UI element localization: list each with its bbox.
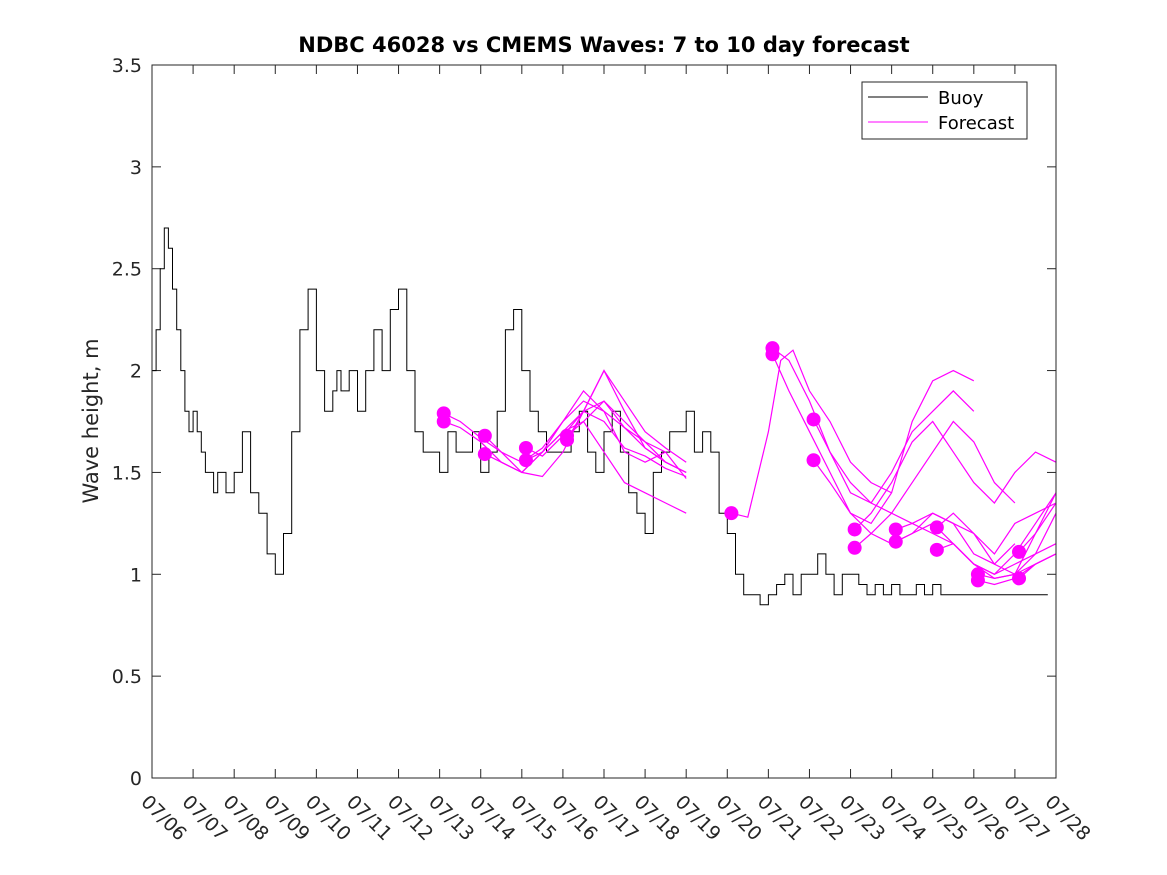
forecast-start-point xyxy=(1012,571,1027,586)
forecast-start-point xyxy=(970,573,985,588)
y-tick-label: 0.5 xyxy=(112,666,142,688)
forecast-start-point xyxy=(888,522,903,537)
buoy-series-line xyxy=(152,227,1048,606)
forecast-start-point xyxy=(847,540,862,555)
y-tick-label: 3 xyxy=(130,157,142,179)
legend-forecast-label: Forecast xyxy=(938,113,1014,134)
forecast-start-point xyxy=(806,453,821,468)
forecast-series-line xyxy=(566,369,666,463)
forecast-start-point xyxy=(560,432,575,447)
legend-buoy-label: Buoy xyxy=(938,88,984,109)
y-tick-label: 2 xyxy=(130,361,142,383)
series-group xyxy=(152,227,1057,606)
forecast-start-point xyxy=(477,447,492,462)
forecast-start-point xyxy=(806,412,821,427)
forecast-start-point xyxy=(765,347,780,362)
forecast-start-point xyxy=(518,453,533,468)
forecast-start-point xyxy=(929,520,944,535)
forecast-start-point xyxy=(436,414,451,429)
forecast-start-point xyxy=(847,522,862,537)
forecast-series-line xyxy=(525,389,666,463)
chart-title: NDBC 46028 vs CMEMS Waves: 7 to 10 day f… xyxy=(298,33,909,57)
forecast-series-line xyxy=(854,420,1057,530)
forecast-series-line xyxy=(1018,502,1057,553)
y-tick-label: 1.5 xyxy=(112,462,142,484)
forecast-start-point xyxy=(1012,544,1027,559)
plot-frame xyxy=(151,64,1057,779)
y-tick-label: 1 xyxy=(130,564,142,586)
forecast-series-line xyxy=(1018,553,1057,579)
y-tick-label: 2.5 xyxy=(112,259,142,281)
forecast-start-point xyxy=(477,428,492,443)
y-axis-ticks: 0 0.5 1 1.5 2 2.5 3 3.5 xyxy=(112,55,1056,790)
forecast-start-point xyxy=(929,542,944,557)
forecast-series-line xyxy=(771,354,975,525)
forecast-series-line xyxy=(936,512,1057,576)
legend: Buoy Forecast xyxy=(861,81,1028,140)
y-tick-label: 3.5 xyxy=(112,55,142,77)
legend-box xyxy=(861,81,1028,140)
y-axis-label: Wave height, m xyxy=(79,338,103,503)
y-tick-label: 0 xyxy=(130,768,142,790)
forecast-start-point xyxy=(518,440,533,455)
forecast-series-line xyxy=(813,419,1016,514)
forecast-start-point xyxy=(888,534,903,549)
forecast-start-point xyxy=(724,506,739,521)
forecast-series-line xyxy=(731,349,892,518)
